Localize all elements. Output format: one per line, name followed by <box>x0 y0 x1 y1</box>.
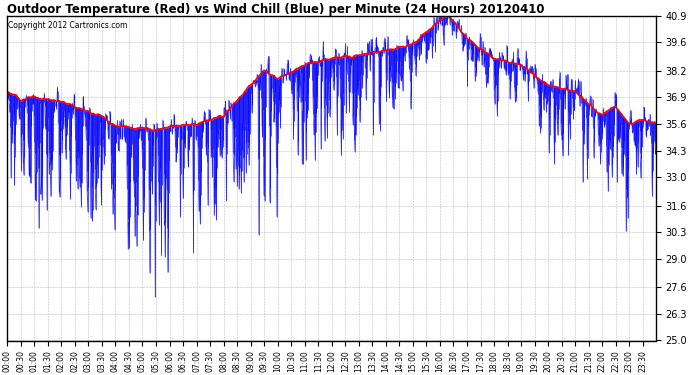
Text: Outdoor Temperature (Red) vs Wind Chill (Blue) per Minute (24 Hours) 20120410: Outdoor Temperature (Red) vs Wind Chill … <box>8 3 545 16</box>
Text: Copyright 2012 Cartronics.com: Copyright 2012 Cartronics.com <box>8 21 127 30</box>
